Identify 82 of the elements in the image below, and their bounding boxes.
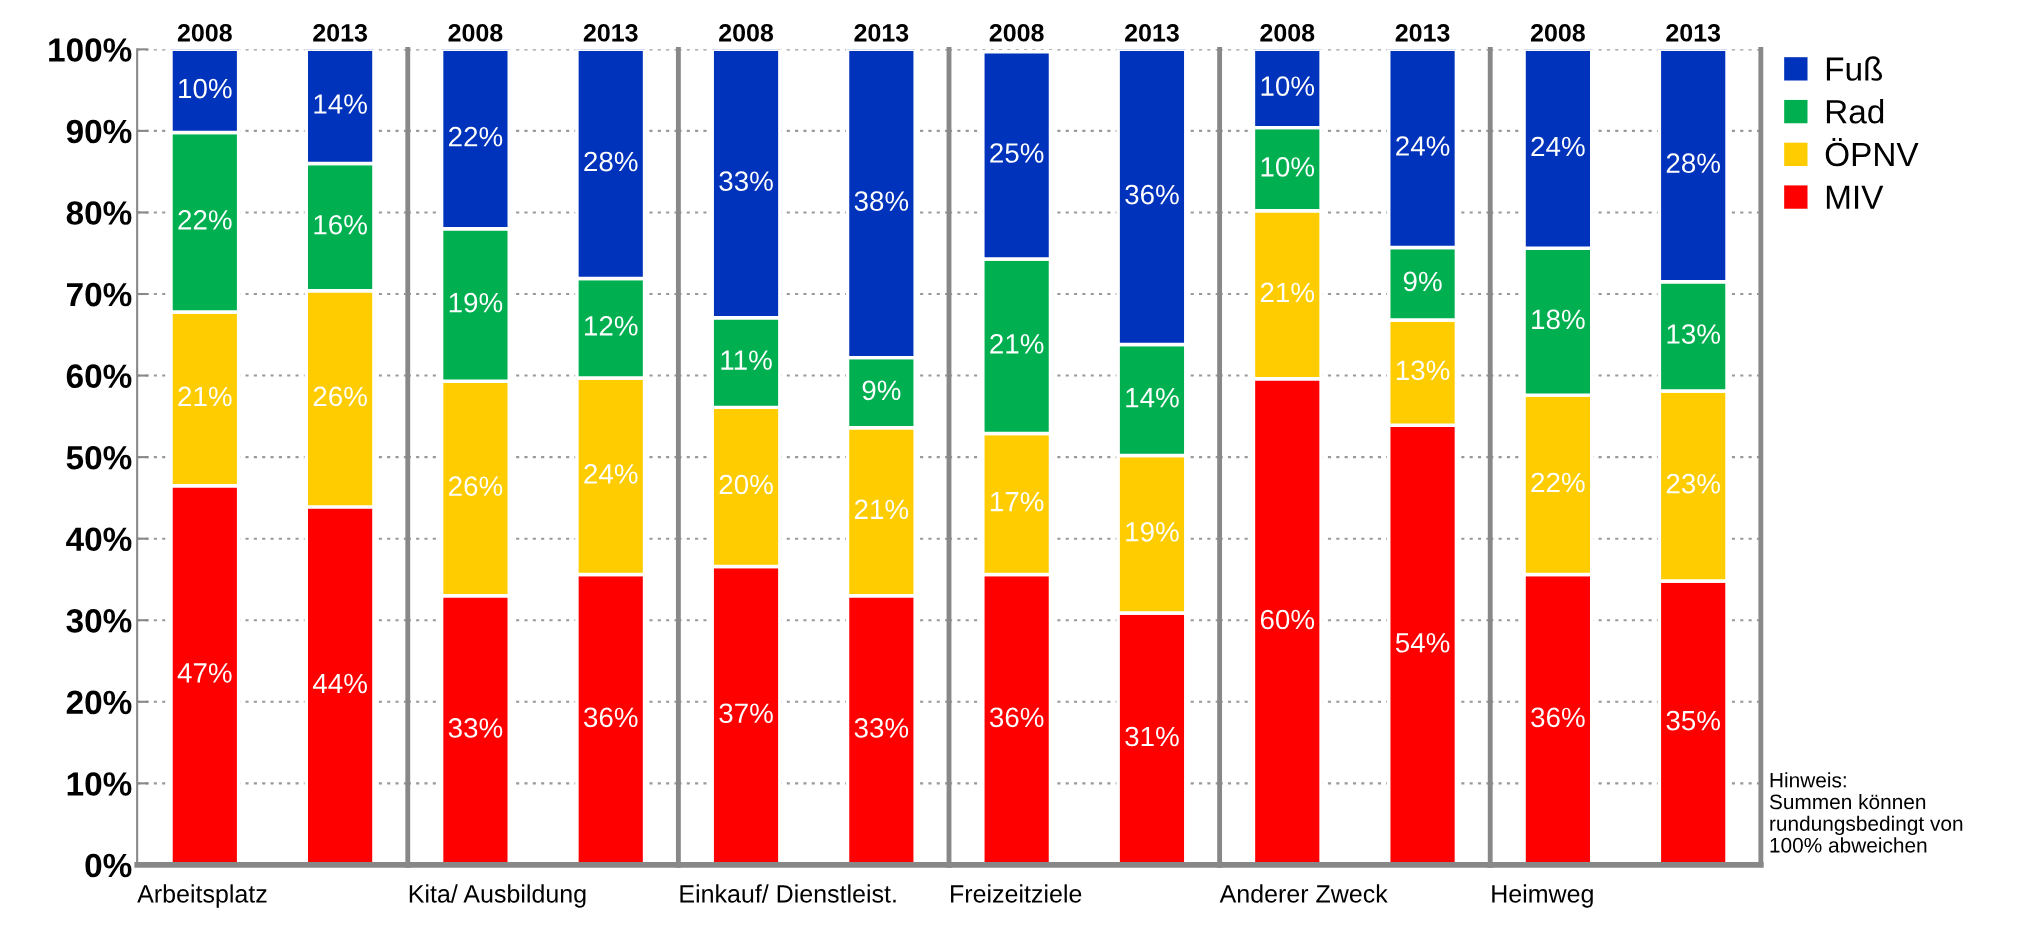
data-label: 33%	[719, 171, 773, 191]
data-label: 17%	[990, 491, 1044, 512]
data-label: 21%	[1260, 282, 1315, 303]
legend-label: Fuß	[1826, 56, 1883, 81]
data-label: 24%	[584, 464, 638, 484]
data-label: 47%	[177, 663, 232, 683]
data-label: 35%	[1666, 710, 1720, 731]
data-label: 14%	[1126, 387, 1179, 408]
legend-label: MIV	[1826, 185, 1884, 209]
y-tick-label: 70%	[67, 282, 132, 307]
data-label: 24%	[1396, 136, 1450, 156]
data-label: 11%	[721, 350, 772, 370]
data-label: 36%	[989, 707, 1044, 728]
data-label: 23%	[1666, 473, 1720, 494]
data-label: 31%	[1125, 726, 1179, 747]
x-tick-label: 2008	[989, 23, 1044, 42]
x-tick-label: 2008	[448, 23, 503, 42]
y-tick-label: 90%	[66, 119, 132, 144]
data-label: 36%	[1125, 184, 1179, 205]
data-label: 22%	[449, 126, 503, 147]
data-label: 10%	[1261, 76, 1315, 96]
x-axis-title: Anderer Zweck	[1219, 884, 1388, 903]
legend-label: Rad	[1826, 99, 1884, 124]
x-tick-label: 2008	[1260, 23, 1315, 42]
data-label: 26%	[313, 386, 367, 407]
data-label: 13%	[1396, 360, 1450, 381]
data-label: 54%	[1395, 633, 1450, 653]
x-axis-title: Arbeitsplatz	[137, 884, 267, 908]
x-tick-label: 2013	[1125, 23, 1179, 42]
data-label: 12%	[585, 316, 638, 336]
y-tick-label: 100%	[49, 38, 132, 62]
data-label: 13%	[1667, 324, 1720, 344]
y-tick-label: 10%	[67, 772, 132, 796]
data-label: 22%	[1531, 472, 1585, 493]
x-tick-label: 2013	[1666, 23, 1721, 42]
data-label: 28%	[584, 151, 638, 172]
y-tick-label: 30%	[66, 609, 132, 633]
data-label: 24%	[1531, 136, 1585, 157]
data-label: 10%	[1261, 157, 1315, 177]
data-label: 9%	[862, 380, 901, 401]
x-tick-label: 2008	[719, 23, 774, 42]
y-tick-label: 50%	[66, 445, 132, 470]
data-label: 37%	[719, 703, 773, 724]
data-label: 21%	[854, 499, 909, 520]
x-axis-title: Freizeitziele	[951, 884, 1082, 903]
y-tick-label: 20%	[66, 690, 132, 715]
x-tick-label: 2013	[854, 23, 909, 42]
data-label: 36%	[1531, 707, 1585, 728]
x-tick-label: 2013	[1395, 23, 1450, 42]
x-tick-label: 2013	[583, 23, 638, 42]
data-label: 22%	[178, 210, 232, 230]
x-axis-title: Kita/ Ausbildung	[409, 884, 586, 908]
text: Hinweis: Summen können rundungsbedingt von 100% abweichen	[1769, 772, 1963, 853]
x-tick-label: 2013	[313, 23, 368, 42]
data-label: 44%	[312, 673, 367, 694]
y-tick-label: 60%	[66, 364, 132, 388]
data-label: 38%	[854, 191, 909, 211]
x-tick-label: 2008	[1530, 23, 1585, 42]
data-label: 10%	[179, 78, 232, 99]
data-label: 20%	[719, 474, 773, 495]
data-label: 33%	[854, 718, 909, 738]
x-axis-title: Einkauf/ Dienstleist.	[680, 884, 896, 903]
data-label: 9%	[1403, 271, 1442, 292]
data-label: 26%	[449, 476, 503, 496]
data-label: 16%	[314, 214, 367, 235]
legend-label: ÖPNV	[1825, 138, 1919, 167]
x-axis-title: Heimweg	[1492, 884, 1593, 908]
data-label: 19%	[449, 292, 503, 313]
x-tick-label: 2008	[177, 23, 232, 42]
data-label: 18%	[1532, 309, 1585, 330]
data-label: 36%	[583, 707, 638, 728]
data-label: 60%	[1260, 609, 1315, 630]
data-label: 25%	[990, 143, 1044, 163]
y-tick-label: 0%	[85, 853, 132, 878]
data-label: 19%	[1126, 521, 1179, 542]
y-tick-label: 80%	[66, 201, 132, 225]
data-label: 21%	[990, 333, 1044, 354]
data-label: 21%	[178, 386, 232, 407]
data-label: 28%	[1666, 153, 1720, 174]
data-label: 33%	[448, 718, 503, 738]
y-tick-label: 40%	[66, 527, 132, 552]
data-label: 14%	[314, 94, 367, 114]
